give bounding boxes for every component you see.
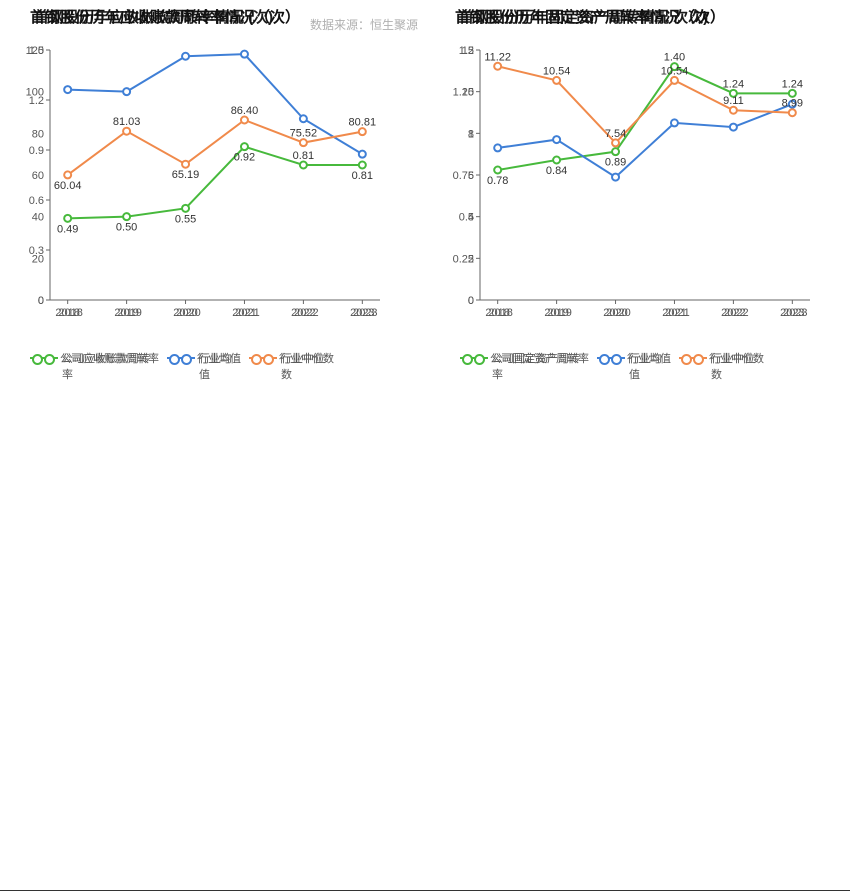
left-chart-svg: 00.30.60.91.21.5020406080100120201820182…: [10, 40, 420, 340]
left-chart: 00.30.60.91.21.5020406080100120201820182…: [10, 40, 420, 380]
legend-label: 公司应收账款周转率公司应收账款周转率: [60, 350, 159, 366]
svg-text:2: 2: [468, 253, 474, 265]
svg-text:81.03: 81.03: [113, 116, 141, 128]
svg-text:0.55: 0.55: [175, 213, 196, 225]
svg-text:11.22: 11.22: [484, 51, 511, 63]
svg-text:2021: 2021: [665, 307, 689, 319]
svg-text:0.78: 0.78: [487, 175, 508, 187]
svg-text:0.92: 0.92: [234, 152, 255, 164]
svg-text:2023: 2023: [783, 307, 807, 319]
legend-label: 行业中位数行业中位数: [279, 350, 334, 366]
svg-text:80.81: 80.81: [349, 117, 377, 129]
legend-swatch: [167, 352, 195, 364]
legend-label: 公司固定资产周转率公司固定资产周转率: [490, 350, 589, 366]
svg-text:12: 12: [462, 45, 474, 57]
legend-item[interactable]: 公司应收账款周转率公司应收账款周转率: [30, 350, 159, 366]
svg-text:40: 40: [32, 212, 44, 224]
svg-text:4: 4: [468, 212, 474, 224]
legend-swatch: [679, 352, 707, 364]
legend-swatch: [597, 352, 625, 364]
svg-text:1.40: 1.40: [664, 52, 685, 64]
svg-text:9.11: 9.11: [723, 95, 744, 107]
svg-text:0: 0: [38, 295, 44, 307]
svg-text:2020: 2020: [176, 307, 200, 319]
svg-text:10.54: 10.54: [543, 65, 571, 77]
left-chart-legend: 公司应收账款周转率公司应收账款周转率 行业均值行业均值 行业中位数行业中位数: [30, 350, 420, 390]
legend-label: 行业均值行业均值: [627, 350, 671, 366]
svg-text:60: 60: [32, 170, 44, 182]
legend-swatch: [249, 352, 277, 364]
svg-text:0.9: 0.9: [29, 145, 44, 157]
svg-text:6: 6: [468, 170, 474, 182]
svg-text:0.6: 0.6: [29, 195, 44, 207]
legend-item[interactable]: 行业均值行业均值: [167, 350, 241, 366]
svg-text:86.40: 86.40: [231, 105, 259, 117]
legend-label: 行业中位数行业中位数: [709, 350, 764, 366]
right-chart-title-b: 首钢股份历年固定资产周转情况 次次): [459, 6, 708, 27]
svg-text:2018: 2018: [488, 307, 512, 319]
left-chart-title-b: 首钢股历年应收账款周转率情况 (次): [34, 6, 273, 27]
svg-text:75.52: 75.52: [290, 128, 318, 140]
svg-text:2019: 2019: [547, 307, 571, 319]
svg-text:8.99: 8.99: [782, 98, 803, 110]
svg-text:10.54: 10.54: [661, 65, 689, 77]
legend-swatch: [460, 352, 488, 364]
legend-label: 行业均值行业均值: [197, 350, 241, 366]
legend-item[interactable]: 行业中位数行业中位数: [249, 350, 334, 366]
legend-item[interactable]: 行业中位数行业中位数: [679, 350, 764, 366]
svg-text:8: 8: [468, 128, 474, 140]
svg-text:1.24: 1.24: [782, 78, 803, 90]
legend-item[interactable]: 行业均值行业均值: [597, 350, 671, 366]
page: 首钢股份历年应收账款周转率情况（次） 首钢股历年应收账款周转率情况 (次) 数据…: [0, 0, 850, 891]
svg-text:0.89: 0.89: [605, 157, 626, 169]
svg-text:0.81: 0.81: [293, 150, 314, 162]
svg-text:1.24: 1.24: [723, 78, 744, 90]
source-value: 恒生聚源: [370, 18, 418, 32]
svg-text:80: 80: [32, 128, 44, 140]
header-row: 首钢股份历年应收账款周转率情况（次） 首钢股历年应收账款周转率情况 (次) 数据…: [0, 6, 850, 36]
svg-text:2023: 2023: [353, 307, 377, 319]
svg-text:2018: 2018: [58, 307, 82, 319]
legend-item[interactable]: 公司固定资产周转率公司固定资产周转率: [460, 350, 589, 366]
svg-text:10: 10: [462, 87, 474, 99]
svg-text:20: 20: [32, 253, 44, 265]
right-chart-legend: 公司固定资产周转率公司固定资产周转率 行业均值行业均值 行业中位数行业中位数: [460, 350, 840, 390]
source-label: 数据来源：: [310, 18, 370, 32]
data-source: 数据来源：恒生聚源: [310, 16, 418, 33]
svg-text:2019: 2019: [117, 307, 141, 319]
svg-text:60.04: 60.04: [54, 180, 82, 192]
svg-text:2021: 2021: [235, 307, 259, 319]
svg-text:0.84: 0.84: [546, 165, 567, 177]
svg-text:0.49: 0.49: [57, 223, 78, 235]
right-chart-svg: 00.250.50.7511.251.502468101220182018201…: [440, 40, 840, 340]
svg-text:2022: 2022: [724, 307, 748, 319]
svg-text:65.19: 65.19: [172, 169, 200, 181]
legend-swatch: [30, 352, 58, 364]
left-chart-title: 首钢股份历年应收账款周转率情况（次） 首钢股历年应收账款周转率情况 (次): [30, 6, 300, 27]
svg-text:120: 120: [26, 45, 44, 57]
right-chart-title: 首钢股份历年固定资产周转率情况（次） 首钢股份历年固定资产周转情况 次次): [455, 6, 725, 27]
svg-text:0.81: 0.81: [352, 170, 373, 182]
svg-text:100: 100: [26, 87, 44, 99]
svg-text:2022: 2022: [294, 307, 318, 319]
right-chart: 00.250.50.7511.251.502468101220182018201…: [440, 40, 840, 380]
svg-text:7.54: 7.54: [605, 128, 626, 140]
svg-text:0.50: 0.50: [116, 222, 137, 234]
svg-text:2020: 2020: [606, 307, 630, 319]
svg-text:0: 0: [468, 295, 474, 307]
